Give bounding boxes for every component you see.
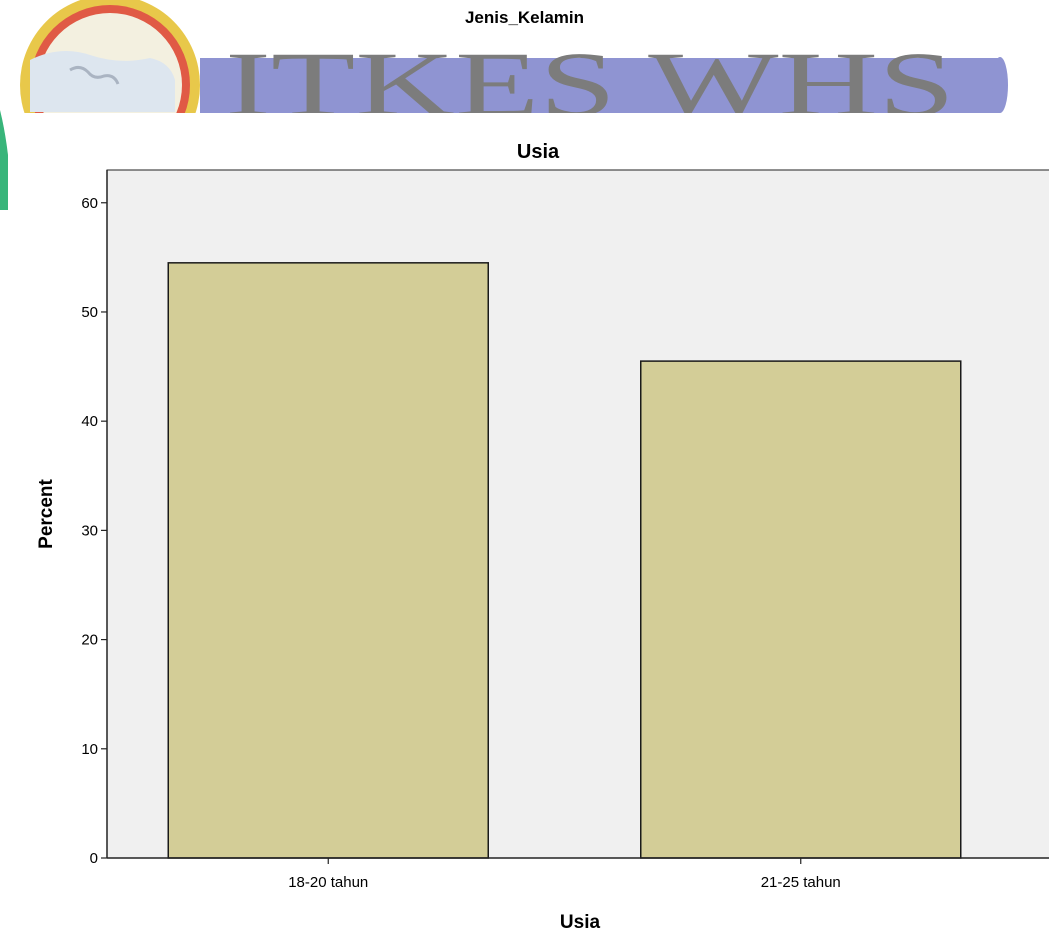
bar-18-20-tahun [167, 262, 489, 859]
upper-chart-title: Jenis_Kelamin [464, 8, 585, 27]
x-axis: 18-20 tahun 21-25 tahun [107, 857, 1049, 891]
y-tick-label: 60 [81, 195, 98, 212]
chart-title: Usia [517, 141, 560, 163]
y-axis: 0 10 20 30 40 50 60 [81, 170, 108, 867]
y-axis-label: Percent [36, 478, 57, 548]
y-tick-label: 50 [81, 304, 98, 321]
y-tick-label: 20 [81, 632, 98, 649]
x-axis-label: Usia [560, 912, 601, 933]
bars-group [167, 262, 962, 859]
watermark-band-end [992, 57, 1008, 113]
y-tick-label: 40 [81, 413, 98, 430]
x-tick-label: 18-20 tahun [288, 874, 368, 891]
y-tick-label: 30 [81, 522, 98, 539]
x-tick-label: 21-25 tahun [761, 874, 841, 891]
watermark-band [200, 58, 1000, 113]
bar-21-25-tahun [640, 360, 962, 859]
y-tick-label: 10 [81, 741, 98, 758]
y-tick-label: 0 [90, 850, 98, 867]
